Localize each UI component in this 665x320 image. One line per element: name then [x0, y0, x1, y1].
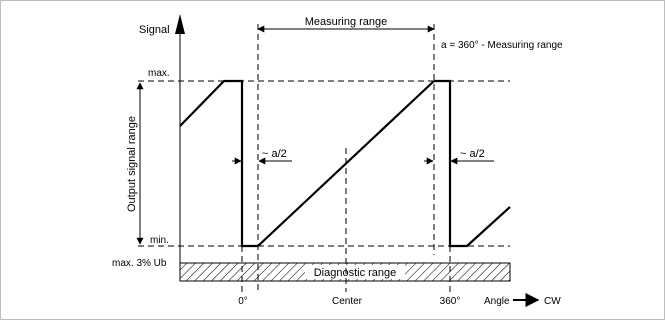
formula-label: a = 360° - Measuring range: [441, 40, 563, 51]
cw-label: CW: [544, 296, 561, 307]
measuring-range-label: Measuring range: [305, 16, 388, 28]
min-label: min.: [150, 235, 169, 246]
center-label: Center: [332, 296, 363, 307]
signal-label: Signal: [139, 24, 170, 36]
deg0-label: 0°: [238, 296, 248, 307]
angle-label: Angle: [484, 296, 510, 307]
max3-label: max. 3% Ub: [112, 258, 167, 269]
a-half-left-label: ~ a/2: [262, 148, 287, 160]
max-label: max.: [148, 68, 170, 79]
signal-curve-ramp: [257, 80, 435, 247]
a-half-right-label: ~ a/2: [460, 148, 485, 160]
signal-curve-start: [179, 79, 258, 248]
output-signal-range-label: Output signal range: [126, 116, 138, 212]
diagnostic-range-label-bg: [305, 265, 405, 279]
deg360-label: 360°: [440, 296, 461, 307]
diagnostic-range-label: Diagnostic range: [314, 267, 397, 279]
signal-curve-end: [434, 79, 511, 248]
y-axis-arrow-icon: [175, 14, 185, 34]
